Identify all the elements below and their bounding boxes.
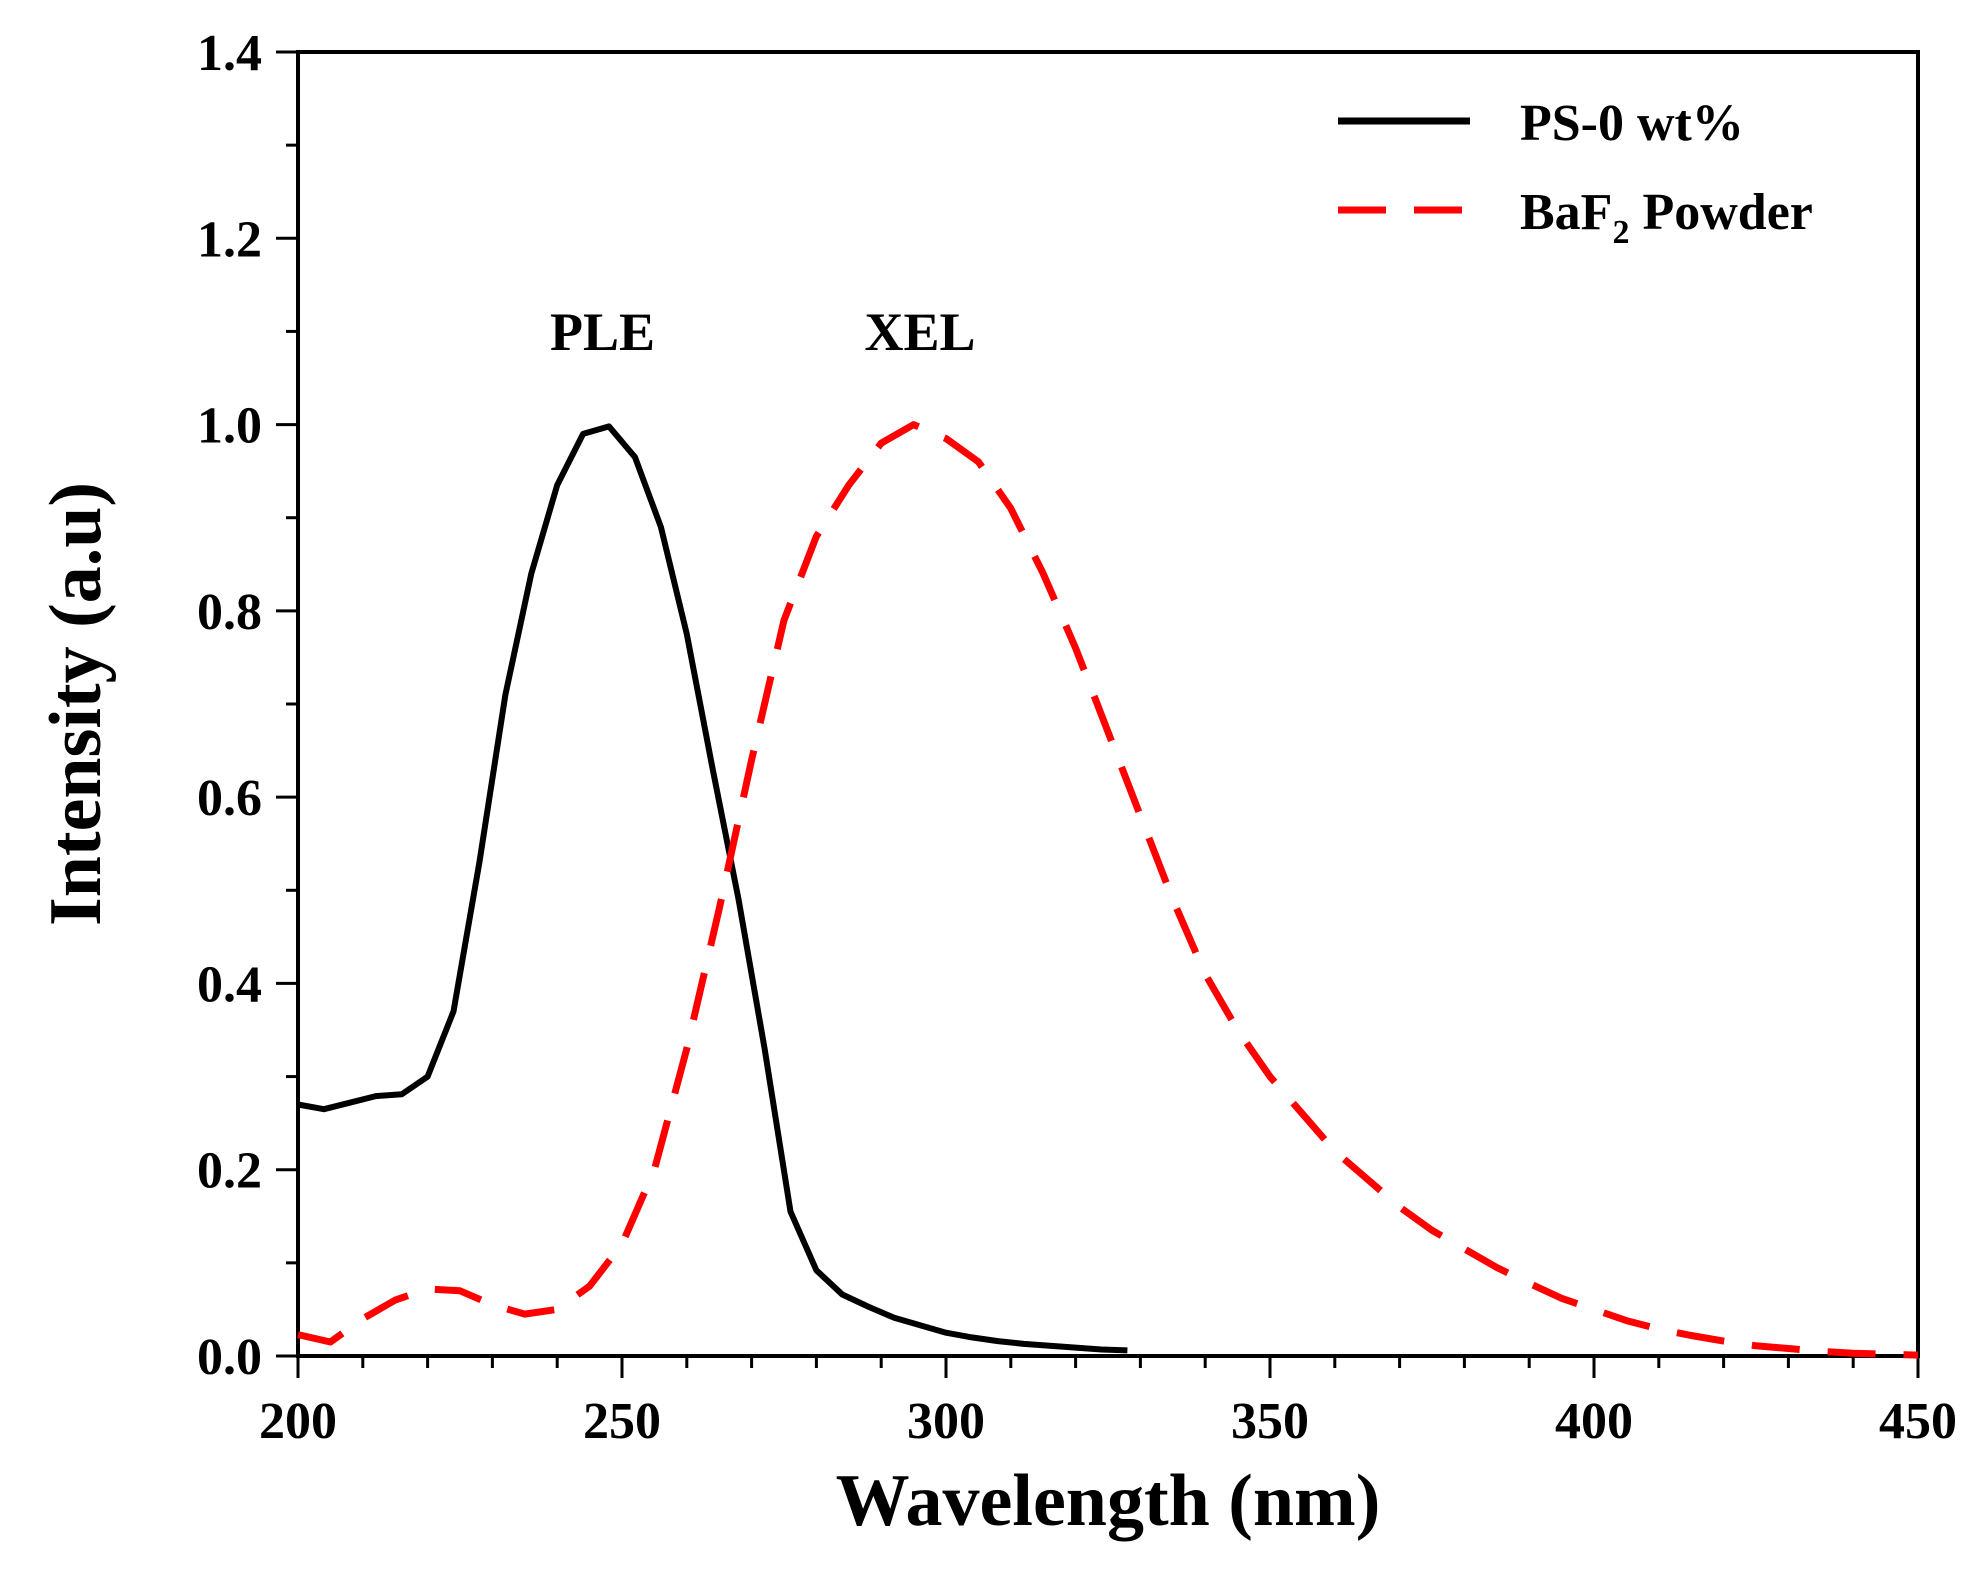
y-axis-title: Intensity (a.u)	[35, 482, 117, 926]
y-tick-label: 0.2	[197, 1143, 262, 1200]
y-tick-label: 0.0	[197, 1329, 262, 1386]
legend-label-ps0: PS-0 wt%	[1520, 95, 1744, 152]
x-tick-label: 300	[907, 1393, 985, 1450]
y-tick-label: 0.6	[197, 770, 262, 827]
x-tick-label: 450	[1879, 1393, 1957, 1450]
y-tick-label: 0.4	[197, 956, 262, 1013]
annotation-ple: PLE	[550, 302, 655, 362]
plot-frame	[296, 50, 1920, 1358]
y-tick-label: 1.2	[197, 211, 262, 268]
y-tick-label: 1.4	[197, 25, 262, 82]
y-tick-labels: 0.0 0.2 0.4 0.6 0.8 1.0 1.2 1.4	[197, 25, 262, 1386]
series-line-baf2	[297, 421, 1919, 1359]
x-tick-labels: 200 250 300 350 400 450	[259, 1393, 1957, 1450]
annotation-xel: XEL	[865, 302, 976, 362]
x-tick-label: 350	[1231, 1393, 1309, 1450]
legend-label-baf2: BaF2 Powder	[1520, 184, 1813, 251]
axis-ticks	[276, 50, 1920, 1378]
series-lines	[297, 421, 1919, 1359]
x-tick-label: 200	[259, 1393, 337, 1450]
y-tick-label: 1.0	[197, 398, 262, 455]
x-tick-label: 250	[583, 1393, 661, 1450]
x-tick-label: 400	[1555, 1393, 1633, 1450]
x-axis-title: Wavelength (nm)	[836, 1460, 1381, 1542]
y-tick-label: 0.8	[197, 584, 262, 641]
legend: PS-0 wt% BaF2 Powder	[1338, 95, 1813, 251]
series-line-ps0	[297, 423, 1128, 1354]
